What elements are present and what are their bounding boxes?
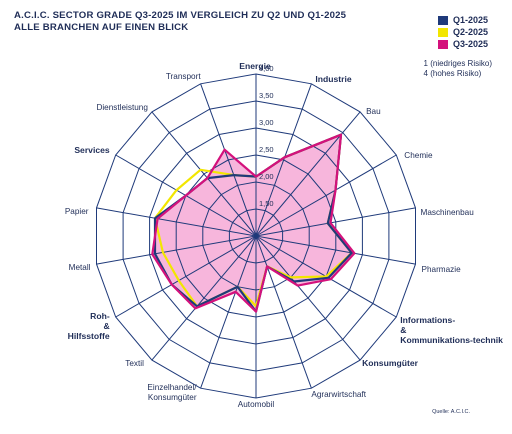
grid-spoke bbox=[255, 235, 312, 389]
grid-spoke bbox=[96, 207, 257, 237]
category-label: Maschinenbau bbox=[421, 208, 475, 217]
legend: Q1-2025 Q2-2025 Q3-2025 bbox=[437, 14, 488, 50]
tick-label: 4,00 bbox=[259, 64, 274, 73]
category-label: Bau bbox=[366, 107, 381, 116]
grid-spoke bbox=[200, 235, 257, 389]
legend-swatch-q1 bbox=[437, 15, 448, 25]
category-label: Dienstleistung bbox=[96, 103, 148, 112]
legend-item-q3: Q3-2025 bbox=[437, 38, 488, 50]
category-label: Automobil bbox=[238, 400, 275, 409]
grid-spoke bbox=[151, 235, 257, 361]
series-line-q3 bbox=[151, 133, 356, 313]
category-label: Agrarwirtschaft bbox=[311, 390, 366, 399]
title-line-1: A.C.I.C. SECTOR GRADE Q3-2025 IM VERGLEI… bbox=[14, 10, 347, 21]
legend-swatch-q3 bbox=[437, 39, 448, 49]
grid-spoke bbox=[96, 235, 257, 265]
category-label: Einzelhandel/Konsumgüter bbox=[147, 383, 197, 402]
category-label: Papier bbox=[65, 207, 89, 216]
title-line-2: ALLE BRANCHEN AUF EINEN BLICK bbox=[14, 22, 189, 33]
scale-note: 1 (niedriges Risiko) 4 (hohes Risiko) bbox=[424, 59, 492, 79]
tick-label: 3,00 bbox=[259, 118, 274, 127]
category-label: Konsumgüter bbox=[362, 358, 419, 368]
legend-label-q2: Q2-2025 bbox=[452, 27, 488, 37]
category-label: Roh-& Hilfsstoffe bbox=[68, 311, 110, 341]
chart-title: A.C.I.C. SECTOR GRADE Q3-2025 IM VERGLEI… bbox=[14, 10, 346, 34]
tick-label: 3,50 bbox=[259, 91, 274, 100]
grid-spoke bbox=[255, 83, 312, 237]
tick-label: 2,00 bbox=[259, 172, 274, 181]
legend-item-q2: Q2-2025 bbox=[437, 26, 488, 38]
source-note: Quelle: A.C.I.C. bbox=[432, 409, 470, 415]
grid-spoke bbox=[255, 207, 416, 237]
legend-label-q1: Q1-2025 bbox=[452, 15, 488, 25]
scale-note-low: 1 (niedriges Risiko) bbox=[423, 59, 492, 68]
tick-label: 1,50 bbox=[259, 199, 274, 208]
legend-label-q3: Q3-2025 bbox=[452, 39, 488, 49]
scale-note-high: 4 (hohes Risiko) bbox=[423, 69, 482, 78]
legend-item-q1: Q1-2025 bbox=[437, 14, 488, 26]
category-label: Transport bbox=[166, 72, 201, 81]
grid-spoke bbox=[115, 235, 257, 318]
category-label: Pharmazie bbox=[422, 265, 462, 274]
grid-spoke bbox=[255, 154, 397, 237]
grid-spoke bbox=[255, 111, 361, 237]
grid-spoke bbox=[255, 235, 416, 265]
legend-swatch-q2 bbox=[437, 27, 448, 37]
category-label: Services bbox=[74, 145, 110, 155]
grid-spoke bbox=[255, 235, 361, 361]
grid-spoke bbox=[200, 83, 257, 237]
category-label: Informations-& Kommunikations-technik bbox=[400, 315, 503, 345]
category-label: Textil bbox=[125, 359, 144, 368]
category-label: Metall bbox=[69, 263, 91, 272]
tick-label: 2,50 bbox=[259, 145, 274, 154]
category-label: Energie bbox=[239, 61, 271, 71]
category-label: Chemie bbox=[404, 151, 433, 160]
category-label: Industrie bbox=[315, 74, 352, 84]
grid-spoke bbox=[151, 111, 257, 237]
